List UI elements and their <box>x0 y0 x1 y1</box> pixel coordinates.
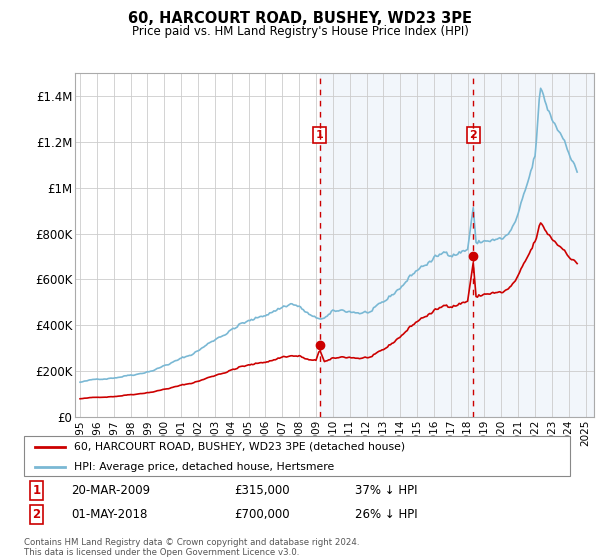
Text: 60, HARCOURT ROAD, BUSHEY, WD23 3PE (detached house): 60, HARCOURT ROAD, BUSHEY, WD23 3PE (det… <box>74 442 405 452</box>
Text: 01-MAY-2018: 01-MAY-2018 <box>71 508 147 521</box>
Text: 60, HARCOURT ROAD, BUSHEY, WD23 3PE: 60, HARCOURT ROAD, BUSHEY, WD23 3PE <box>128 11 472 26</box>
Text: HPI: Average price, detached house, Hertsmere: HPI: Average price, detached house, Hert… <box>74 461 334 472</box>
Text: Contains HM Land Registry data © Crown copyright and database right 2024.
This d: Contains HM Land Registry data © Crown c… <box>24 538 359 557</box>
Text: Price paid vs. HM Land Registry's House Price Index (HPI): Price paid vs. HM Land Registry's House … <box>131 25 469 38</box>
Text: 26% ↓ HPI: 26% ↓ HPI <box>355 508 418 521</box>
Text: 20-MAR-2009: 20-MAR-2009 <box>71 484 150 497</box>
Text: 37% ↓ HPI: 37% ↓ HPI <box>355 484 418 497</box>
Text: 1: 1 <box>32 484 40 497</box>
FancyBboxPatch shape <box>24 436 571 476</box>
Text: £700,000: £700,000 <box>234 508 289 521</box>
Text: 1: 1 <box>316 130 323 140</box>
Text: 2: 2 <box>469 130 477 140</box>
Bar <box>320 73 594 417</box>
Text: £315,000: £315,000 <box>234 484 289 497</box>
Text: 2: 2 <box>32 508 40 521</box>
